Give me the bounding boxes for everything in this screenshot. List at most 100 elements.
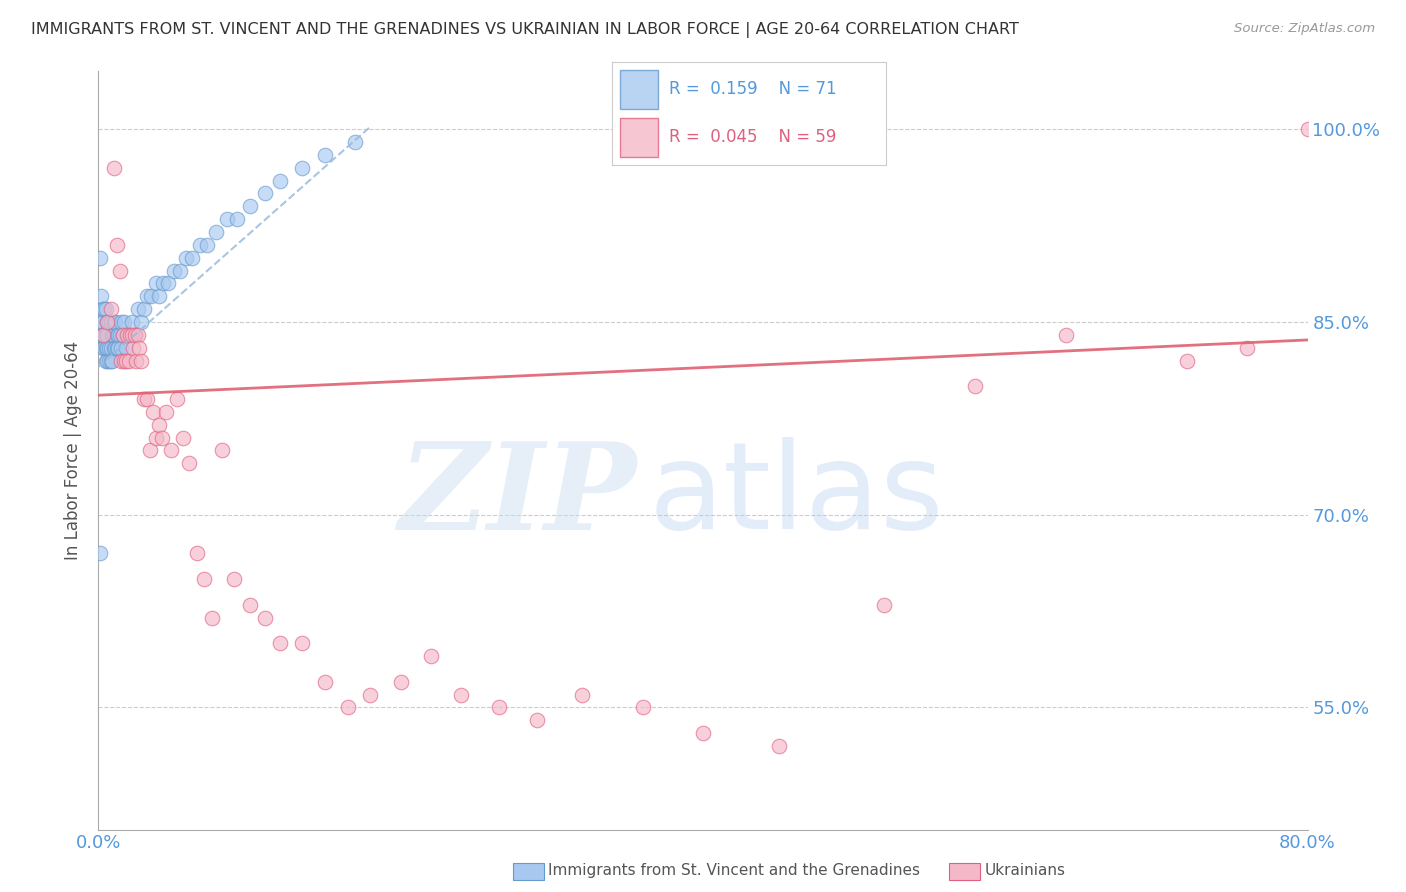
Point — [101, 353, 124, 368]
Point — [314, 674, 336, 689]
Point — [291, 636, 314, 650]
Text: Source: ZipAtlas.com: Source: ZipAtlas.com — [1234, 22, 1375, 36]
Point — [128, 341, 150, 355]
Point — [195, 237, 218, 252]
Point — [253, 610, 276, 624]
Point — [110, 341, 132, 355]
Point — [110, 315, 132, 329]
Point — [135, 392, 157, 406]
Point — [94, 302, 117, 317]
Point — [108, 263, 131, 277]
Point — [1236, 341, 1258, 355]
Point — [89, 251, 111, 265]
Point — [93, 341, 115, 355]
Point — [205, 225, 228, 239]
Point — [114, 353, 136, 368]
Point — [253, 186, 276, 201]
Point — [142, 405, 165, 419]
Point — [450, 688, 472, 702]
Point — [105, 327, 128, 342]
Point — [103, 327, 125, 342]
Point — [100, 353, 122, 368]
Point — [124, 327, 146, 342]
Point — [336, 700, 359, 714]
Point — [188, 237, 211, 252]
Point — [108, 327, 131, 342]
Point — [94, 341, 117, 355]
Point — [89, 546, 111, 560]
Point — [160, 443, 183, 458]
Point — [239, 199, 262, 213]
Point — [571, 688, 593, 702]
Point — [98, 353, 121, 368]
Point — [118, 353, 141, 368]
Point — [145, 431, 167, 445]
Point — [768, 739, 790, 753]
Point — [96, 315, 118, 329]
Point — [129, 315, 152, 329]
Point — [112, 315, 135, 329]
Point — [105, 341, 128, 355]
Point — [104, 315, 127, 329]
Point — [90, 315, 112, 329]
Point — [163, 263, 186, 277]
Point — [186, 546, 208, 560]
Point — [98, 315, 121, 329]
Point — [96, 353, 118, 368]
Text: atlas: atlas — [648, 437, 945, 555]
Point — [179, 456, 201, 470]
Point — [314, 148, 336, 162]
Point — [150, 431, 173, 445]
Point — [215, 212, 238, 227]
Point — [239, 598, 262, 612]
Point — [141, 289, 163, 303]
Point — [873, 598, 896, 612]
Point — [269, 173, 291, 187]
Text: Ukrainians: Ukrainians — [984, 863, 1066, 878]
Point — [224, 572, 246, 586]
Point — [122, 341, 145, 355]
Point — [120, 327, 142, 342]
Point — [526, 714, 548, 728]
Point — [98, 341, 121, 355]
Point — [169, 263, 191, 277]
Text: ZIP: ZIP — [398, 437, 637, 555]
Point — [420, 649, 443, 664]
Point — [91, 327, 114, 342]
Point — [90, 289, 112, 303]
Point — [174, 251, 197, 265]
Bar — [620, 70, 658, 109]
Point — [166, 392, 188, 406]
Point — [96, 327, 118, 342]
Point — [132, 392, 155, 406]
Point — [121, 327, 143, 342]
Point — [156, 277, 179, 291]
Point — [488, 700, 510, 714]
Point — [100, 302, 122, 317]
Point — [107, 341, 129, 355]
Point — [226, 212, 249, 227]
Point — [1054, 327, 1077, 342]
Point — [105, 237, 128, 252]
Point — [181, 251, 204, 265]
Point — [155, 405, 177, 419]
Point — [90, 327, 112, 342]
Point — [692, 726, 714, 740]
Point — [127, 327, 149, 342]
Point — [124, 327, 146, 342]
Point — [269, 636, 291, 650]
Point — [121, 315, 143, 329]
Point — [172, 431, 194, 445]
Point — [125, 353, 148, 368]
Point — [91, 315, 114, 329]
Point — [94, 353, 117, 368]
Point — [1296, 122, 1319, 136]
Bar — [620, 118, 658, 157]
Point — [93, 327, 115, 342]
Text: IMMIGRANTS FROM ST. VINCENT AND THE GRENADINES VS UKRAINIAN IN LABOR FORCE | AGE: IMMIGRANTS FROM ST. VINCENT AND THE GREN… — [31, 22, 1019, 38]
Text: R =  0.159    N = 71: R = 0.159 N = 71 — [669, 79, 837, 97]
Point — [148, 417, 170, 432]
Point — [94, 327, 117, 342]
Point — [139, 443, 162, 458]
Point — [91, 341, 114, 355]
